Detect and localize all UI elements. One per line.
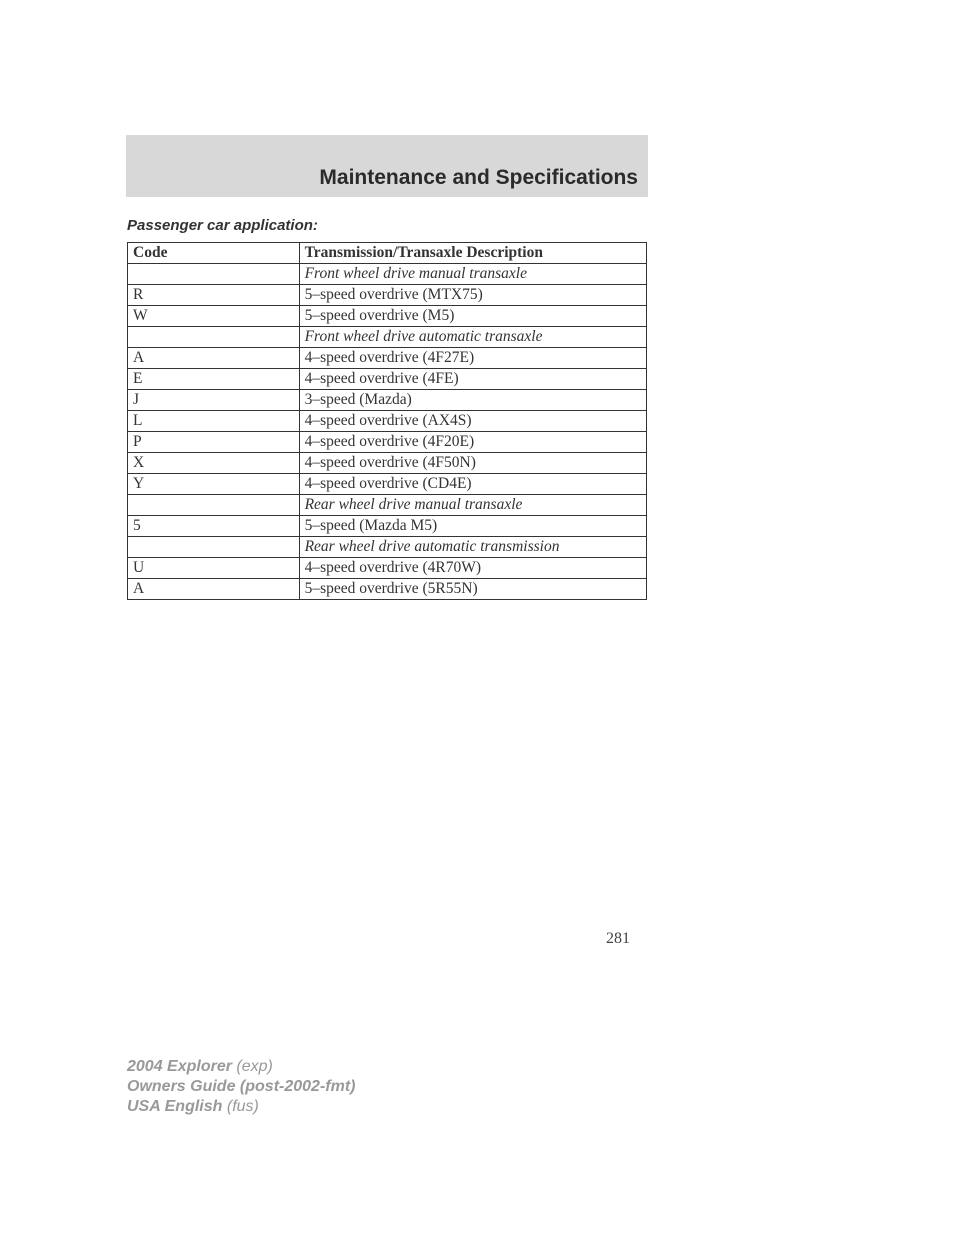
cell-desc: 4–speed overdrive (4FE) xyxy=(299,369,646,390)
section-title: Maintenance and Specifications xyxy=(319,166,638,190)
transmission-table: Code Transmission/Transaxle Description … xyxy=(127,242,647,600)
table-row: Rear wheel drive manual transaxle xyxy=(128,495,647,516)
col-header-code: Code xyxy=(128,243,300,264)
table-row: Y4–speed overdrive (CD4E) xyxy=(128,474,647,495)
footer-line-2: Owners Guide (post-2002-fmt) xyxy=(127,1077,355,1097)
cell-code: A xyxy=(128,348,300,369)
table-row: W5–speed overdrive (M5) xyxy=(128,306,647,327)
cell-desc: 4–speed overdrive (CD4E) xyxy=(299,474,646,495)
cell-code xyxy=(128,264,300,285)
table-row: U4–speed overdrive (4R70W) xyxy=(128,558,647,579)
table-row: J3–speed (Mazda) xyxy=(128,390,647,411)
footer-model-code: (exp) xyxy=(232,1058,273,1075)
cell-desc: 4–speed overdrive (4F50N) xyxy=(299,453,646,474)
cell-code: W xyxy=(128,306,300,327)
cell-code: U xyxy=(128,558,300,579)
cell-code: X xyxy=(128,453,300,474)
cell-desc: 5–speed overdrive (5R55N) xyxy=(299,579,646,600)
cell-code xyxy=(128,537,300,558)
table-row: R5–speed overdrive (MTX75) xyxy=(128,285,647,306)
cell-code: E xyxy=(128,369,300,390)
col-header-desc: Transmission/Transaxle Description xyxy=(299,243,646,264)
table-row: 55–speed (Mazda M5) xyxy=(128,516,647,537)
page-container: Maintenance and Specifications Passenger… xyxy=(0,0,954,600)
header-bar: Maintenance and Specifications xyxy=(126,135,648,197)
cell-code: L xyxy=(128,411,300,432)
cell-desc: 4–speed overdrive (4F20E) xyxy=(299,432,646,453)
footer: 2004 Explorer (exp) Owners Guide (post-2… xyxy=(127,1057,355,1117)
table-row: X4–speed overdrive (4F50N) xyxy=(128,453,647,474)
table-header-row: Code Transmission/Transaxle Description xyxy=(128,243,647,264)
cell-desc: 4–speed overdrive (4R70W) xyxy=(299,558,646,579)
cell-desc: Front wheel drive automatic transaxle xyxy=(299,327,646,348)
page-number: 281 xyxy=(606,930,630,948)
table-row: E4–speed overdrive (4FE) xyxy=(128,369,647,390)
cell-code xyxy=(128,495,300,516)
table-row: A4–speed overdrive (4F27E) xyxy=(128,348,647,369)
footer-lang-code: (fus) xyxy=(222,1098,258,1115)
footer-model: 2004 Explorer xyxy=(127,1058,232,1075)
table-row: L4–speed overdrive (AX4S) xyxy=(128,411,647,432)
cell-code: J xyxy=(128,390,300,411)
cell-desc: 3–speed (Mazda) xyxy=(299,390,646,411)
footer-line-3: USA English (fus) xyxy=(127,1097,355,1117)
table-row: Front wheel drive automatic transaxle xyxy=(128,327,647,348)
cell-code: P xyxy=(128,432,300,453)
cell-desc: 5–speed overdrive (MTX75) xyxy=(299,285,646,306)
footer-guide: Owners Guide (post-2002-fmt) xyxy=(127,1078,355,1095)
footer-line-1: 2004 Explorer (exp) xyxy=(127,1057,355,1077)
table-row: A5–speed overdrive (5R55N) xyxy=(128,579,647,600)
cell-desc: Front wheel drive manual transaxle xyxy=(299,264,646,285)
footer-lang: USA English xyxy=(127,1098,222,1115)
cell-desc: Rear wheel drive automatic transmission xyxy=(299,537,646,558)
cell-code: A xyxy=(128,579,300,600)
cell-code: Y xyxy=(128,474,300,495)
table-row: Front wheel drive manual transaxle xyxy=(128,264,647,285)
cell-desc: Rear wheel drive manual transaxle xyxy=(299,495,646,516)
cell-desc: 4–speed overdrive (4F27E) xyxy=(299,348,646,369)
table-row: P4–speed overdrive (4F20E) xyxy=(128,432,647,453)
cell-code xyxy=(128,327,300,348)
cell-code: 5 xyxy=(128,516,300,537)
cell-desc: 5–speed overdrive (M5) xyxy=(299,306,646,327)
cell-code: R xyxy=(128,285,300,306)
cell-desc: 4–speed overdrive (AX4S) xyxy=(299,411,646,432)
table-subtitle: Passenger car application: xyxy=(127,217,827,234)
table-row: Rear wheel drive automatic transmission xyxy=(128,537,647,558)
cell-desc: 5–speed (Mazda M5) xyxy=(299,516,646,537)
